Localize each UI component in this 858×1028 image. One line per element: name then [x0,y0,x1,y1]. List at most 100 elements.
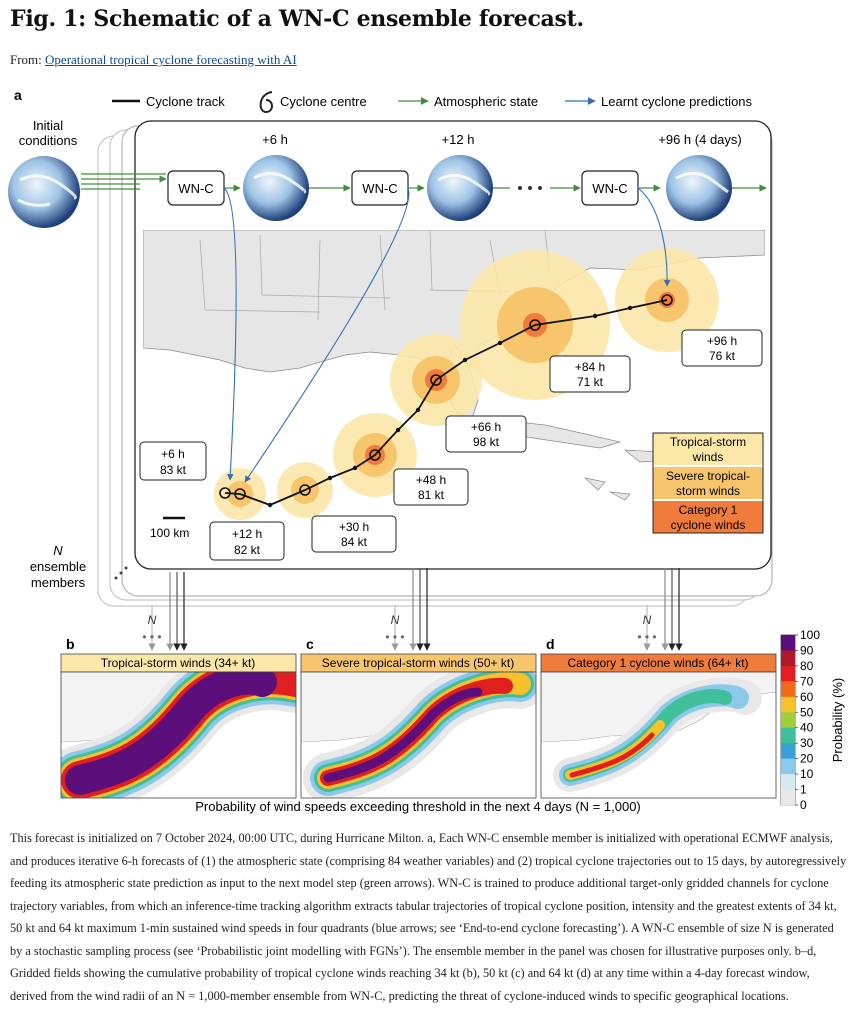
svg-text:cyclone winds: cyclone winds [671,518,746,532]
globe-96h [666,155,732,221]
bottom-caption: Probability of wind speeds exceeding thr… [195,799,641,814]
svg-text:Severe tropical-: Severe tropical- [666,469,750,483]
panel-b-title: Tropical-storm winds (34+ kt) [101,656,256,670]
panel-d-label: d [546,636,555,652]
cyclone-centre-icon [259,91,273,114]
initial-globe [8,156,80,228]
colorbar-title: Probability (%) [830,678,845,763]
time-label-6h: +6 h [262,132,288,147]
wnc-model-label-3: WN-C [592,181,627,196]
legend-swatch-severe [653,467,763,499]
svg-text:71 kt: 71 kt [577,375,604,389]
svg-text:Tropical-storm: Tropical-storm [670,435,746,449]
arrows-to-d [643,568,683,651]
wind-radii [214,248,719,520]
box-30h: +30 h 84 kt [311,515,397,553]
colorbar-swatch [781,758,795,775]
svg-text:+66 h: +66 h [471,420,501,434]
panel-c-map [301,672,536,798]
colorbar-swatch [781,727,795,744]
wnc-model-label-2: WN-C [362,181,397,196]
panel-b-map [61,672,296,798]
svg-text:storm winds: storm winds [676,484,740,498]
box-48h: +48 h 81 kt [393,468,469,506]
wind-legend: Tropical-storm winds Severe tropical- st… [652,432,764,534]
globe-12h [427,155,493,221]
svg-text:+12 h: +12 h [232,527,262,541]
arrows-to-c [391,568,431,651]
colorbar-tick-label: 10 [800,767,814,781]
ensemble-n: N [53,543,63,558]
svg-text:Category 1: Category 1 [679,503,738,517]
colorbar-swatches [781,635,795,806]
panel-d-map [541,672,776,798]
wnc-model-label-1: WN-C [178,181,213,196]
legend-centre-label: Cyclone centre [280,94,367,109]
n-label-b: N [148,613,157,627]
arrows-to-b [148,572,188,651]
cyclone-track [224,299,668,506]
svg-text:+6 h: +6 h [161,447,185,461]
colorbar-swatch [781,635,795,651]
legend-swatch-cat1 [653,501,763,533]
panel-a-label: a [14,87,22,103]
figure-caption: This forecast is initialized on 7 Octobe… [10,831,847,1003]
n-dots-d: • • • [637,630,656,644]
svg-text:+48 h: +48 h [416,473,446,487]
colorbar-swatch [781,789,795,806]
panel-d-title: Category 1 cyclone winds (64+ kt) [567,656,748,670]
legend-atmos-label: Atmospheric state [434,94,538,109]
colorbar-tick-label: 0 [800,798,807,812]
svg-text:76 kt: 76 kt [709,349,736,363]
n-label-d: N [643,613,652,627]
initial-conditions-line2: conditions [19,133,78,148]
colorbar-swatch [781,743,795,759]
ensemble-line1: ensemble [30,559,86,574]
svg-text:84 kt: 84 kt [341,535,368,549]
colorbar-tick-label: 20 [800,752,814,766]
figure-title: Fig. 1: Schematic of a WN-C ensemble for… [10,6,584,32]
box-84h: +84 h 71 kt [549,355,631,393]
n-dots-c: • • • [385,630,404,644]
colorbar-tick-label: 80 [800,659,814,673]
colorbar-tick-label: 70 [800,674,814,688]
schematic-figure: a Cyclone track Cyclone centre Atmospher… [8,87,845,814]
panel-b-label: b [66,636,75,652]
n-label-c: N [391,613,400,627]
ensemble-line2: members [31,575,86,590]
source-line: From: Operational tropical cyclone forec… [10,52,297,68]
legend-swatch-tropical [653,433,763,465]
source-article-link[interactable]: Operational tropical cyclone forecasting… [45,52,297,67]
colorbar-swatch [781,650,795,667]
colorbar-swatch [781,681,795,698]
svg-text:81 kt: 81 kt [418,488,445,502]
panel-c-label: c [306,636,314,652]
legend-learnt-label: Learnt cyclone predictions [601,94,753,109]
cyclone-centre-symbols [219,294,673,500]
colorbar-swatch [781,696,795,713]
globe-6h [243,155,309,221]
svg-text:+84 h: +84 h [575,360,605,374]
initial-conditions-line1: Initial [33,118,63,133]
colorbar-swatch [781,774,795,790]
colorbar-tick-label: 50 [800,705,814,719]
colorbar-tick-label: 60 [800,690,814,704]
learnt-arrow-12h [244,187,410,483]
learnt-arrow-6h [223,187,237,481]
from-label: From: [10,52,46,67]
box-66h: +66 h 98 kt [445,415,527,453]
svg-text:83 kt: 83 kt [160,463,187,477]
svg-text:82 kt: 82 kt [234,543,261,557]
svg-text:winds: winds [692,450,724,464]
panel-c-title: Severe tropical-storm winds (50+ kt) [322,656,514,670]
colorbar-tick-label: 90 [800,643,814,657]
scale-label: 100 km [150,526,189,540]
box-96h: +96 h 76 kt [681,329,763,367]
colorbar-tick-label: 1 [800,783,807,797]
track-points [267,305,633,508]
colorbar-swatch [781,665,795,682]
colorbar-swatch [781,712,795,729]
time-label-12h: +12 h [442,132,475,147]
